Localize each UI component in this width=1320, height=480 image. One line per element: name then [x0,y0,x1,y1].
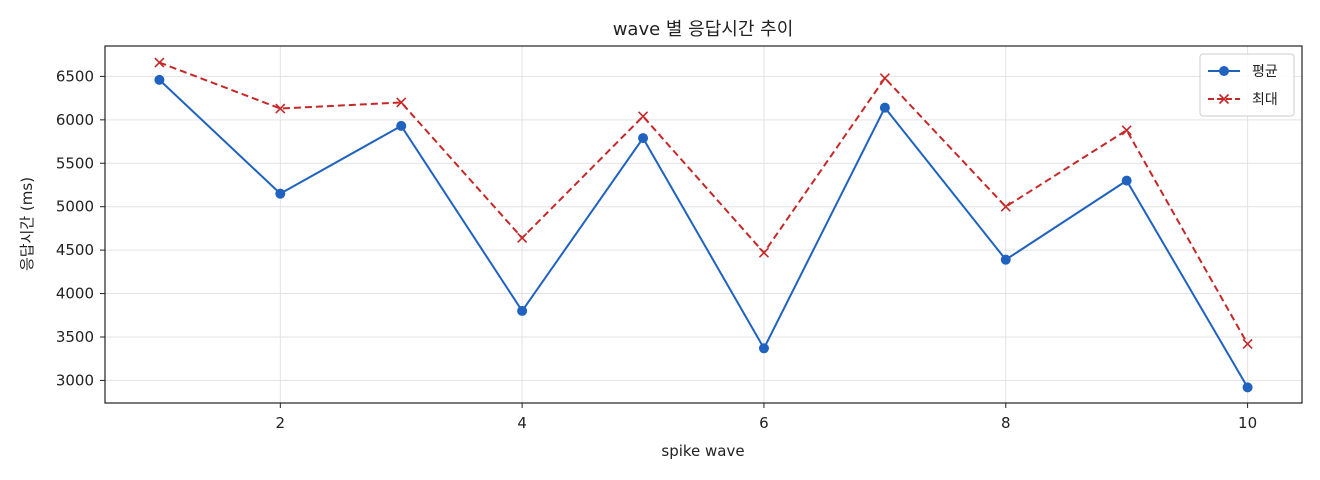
data-point [638,133,649,144]
x-tick-label: 6 [759,414,769,432]
series-2 [154,57,1253,349]
data-point [1121,175,1132,186]
x-tick-label: 8 [1001,414,1011,432]
data-point [1242,338,1253,349]
data-point [758,247,770,258]
data-point [517,232,528,244]
data-point [879,102,890,113]
legend-item: 최대 [1208,92,1278,108]
y-tick-label: 4500 [56,241,94,259]
legend-item: 평균 [1208,64,1278,80]
ticks: 2 4 6 8 10 3000 3500 4000 4500 5000 5500 6000 6500 [56,67,1257,432]
data-point [1121,125,1132,136]
chart-title: wave 별 응답시간 추이 [613,19,794,40]
series-1 [154,74,1253,393]
y-tick-label: 5500 [56,154,94,172]
legend-marker [1218,93,1230,105]
data-point [1000,201,1011,212]
y-tick-label: 3500 [56,328,94,346]
data-point [517,305,528,316]
data-point [1000,254,1011,265]
data-point [275,188,286,199]
data-point [1242,382,1253,393]
y-tick-label: 5000 [56,198,94,216]
data-point [396,97,407,108]
x-tick-label: 2 [276,414,286,432]
y-tick-label: 4000 [56,285,94,303]
x-tick-label: 10 [1238,414,1257,432]
x-tick-label: 4 [517,414,527,432]
y-axis-label: 응답시간 (ms) [18,177,36,271]
grid [105,46,1302,403]
data-point [879,73,890,84]
legend-label: 평균 [1252,64,1278,80]
y-tick-label: 6500 [56,67,94,85]
data-point [637,111,649,122]
data-point [275,103,286,114]
y-tick-label: 6000 [56,111,94,129]
series-line [158,79,1249,388]
data-point [396,120,407,131]
data-point [154,74,165,85]
data-point [154,57,165,68]
x-axis-label: spike wave [661,442,744,460]
data-point [758,343,769,354]
legend-box [1199,53,1295,117]
series-layer [154,57,1253,393]
plot-frame [104,45,1303,404]
y-tick-label: 3000 [56,371,94,389]
legend-label: 최대 [1252,92,1278,108]
legend-marker [1219,66,1229,76]
series-line [159,61,1249,345]
